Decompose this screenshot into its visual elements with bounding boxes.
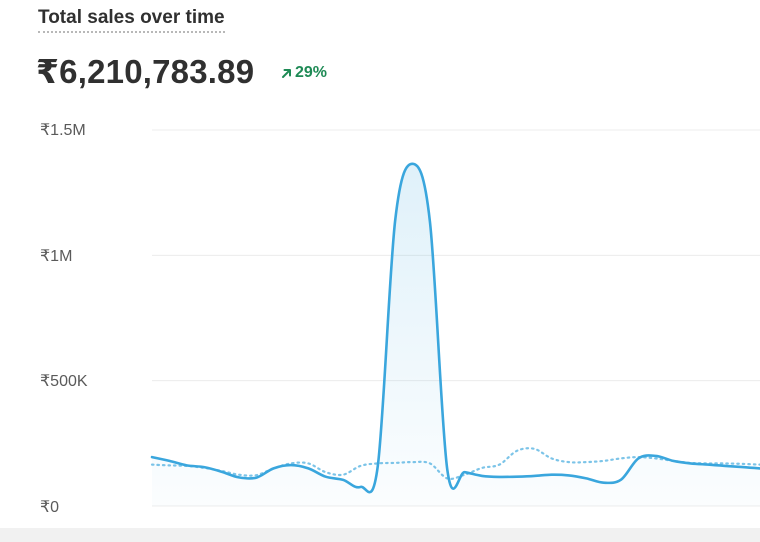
y-tick-label: ₹500K [40, 373, 88, 390]
current-series-line [150, 162, 760, 494]
change-percent: 29% [295, 64, 328, 81]
line-chart[interactable] [0, 0, 760, 528]
sales-over-time-card: Total sales over time ₹6,210,783.89 29% … [0, 0, 760, 528]
arrow-up-right-icon [282, 68, 291, 78]
series-area [152, 163, 760, 506]
y-tick-label: ₹1M [40, 248, 73, 265]
y-tick-label: ₹1.5M [40, 122, 86, 139]
y-tick-label: ₹0 [40, 499, 60, 516]
total-sales-value: ₹6,210,783.89 [36, 53, 255, 90]
chart-title[interactable]: Total sales over time [38, 7, 225, 33]
change-badge: 29% [281, 64, 327, 82]
